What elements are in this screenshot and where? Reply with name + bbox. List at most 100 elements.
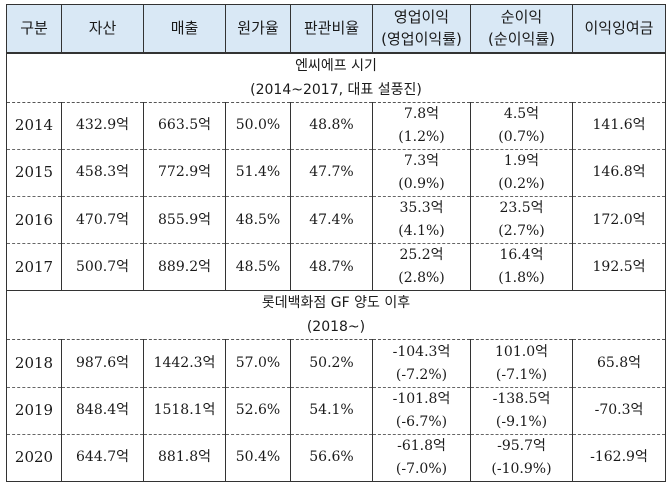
sales-cell: 881.8억: [143, 434, 226, 483]
operating-profit-rate: (1.2%): [398, 128, 445, 145]
operating-profit-rate: (2.8%): [398, 270, 445, 287]
retained-earnings-cell: -162.9억: [572, 434, 666, 483]
header-category: 구분: [6, 4, 62, 54]
sga-ratio-cell: 48.7%: [290, 243, 373, 292]
header-net-profit-label: 순이익: [500, 8, 543, 27]
header-row: 구분 자산 매출 원가율 판관비율 영업이익 (영업이익률) 순이익 (순이익률…: [6, 4, 666, 54]
assets-cell: 432.9억: [61, 102, 144, 150]
header-net-margin-label: (순이익률): [488, 30, 555, 49]
net-profit-value: 4.5억: [503, 105, 540, 122]
section-header-row: 롯데백화점 GF 양도 이후 (2018~): [6, 290, 666, 341]
net-profit-value: 16.4억: [499, 247, 544, 264]
retained-earnings-cell: 192.5억: [572, 243, 666, 292]
table-row: 2020 644.7억 881.8억 50.4% 56.6% -61.8억 (-7.0%) -…: [6, 434, 666, 483]
cost-ratio-cell: 51.4%: [225, 149, 291, 197]
sga-ratio-cell: 56.6%: [290, 434, 373, 483]
sales-cell: 1518.1억: [143, 387, 226, 435]
net-profit-value: 23.5억: [499, 200, 544, 217]
sales-cell: 889.2억: [143, 243, 226, 292]
assets-cell: 987.6억: [61, 339, 144, 388]
net-profit-cell: 16.4억 (1.8%): [470, 243, 573, 292]
header-operating-margin-label: (영업이익률): [381, 30, 462, 49]
operating-profit-cell: -104.3억 (-7.2%): [372, 339, 471, 388]
net-profit-value: 101.0억: [495, 343, 548, 360]
operating-profit-rate: (4.1%): [398, 223, 445, 240]
header-operating-profit-label: 영업이익: [393, 8, 450, 27]
sga-ratio-cell: 50.2%: [290, 339, 373, 388]
section-title: 롯데백화점 GF 양도 이후 (2018~): [6, 290, 666, 341]
retained-earnings-cell: 141.6억: [572, 102, 666, 150]
financial-table: 구분 자산 매출 원가율 판관비율 영업이익 (영업이익률) 순이익 (순이익률…: [6, 4, 666, 483]
sga-ratio-cell: 48.8%: [290, 102, 373, 150]
net-profit-cell: 101.0억 (-7.1%): [470, 339, 573, 388]
operating-profit-rate: (-7.0%): [395, 460, 448, 477]
operating-profit-value: -61.8억: [397, 437, 446, 454]
net-profit-value: -95.7억: [497, 437, 546, 454]
header-net-profit: 순이익 (순이익률): [470, 4, 573, 54]
table-body: 엔씨에프 시기 (2014~2017, 대표 설풍진) 2014 432.9억 663.…: [6, 52, 666, 483]
net-profit-rate: (2.7%): [498, 223, 545, 240]
sga-ratio-cell: 47.7%: [290, 149, 373, 197]
year-cell: 2015: [6, 149, 62, 197]
net-profit-cell: -138.5억 (-9.1%): [470, 387, 573, 435]
operating-profit-value: 7.3억: [403, 152, 440, 169]
year-cell: 2017: [6, 243, 62, 292]
net-profit-cell: 23.5억 (2.7%): [470, 196, 573, 245]
section-title-line2: (2018~): [306, 319, 366, 336]
year-cell: 2019: [6, 387, 62, 435]
retained-earnings-cell: 172.0억: [572, 196, 666, 245]
assets-cell: 848.4억: [61, 387, 144, 435]
sga-ratio-cell: 47.4%: [290, 196, 373, 245]
operating-profit-rate: (-6.7%): [395, 413, 448, 430]
operating-profit-cell: -101.8억 (-6.7%): [372, 387, 471, 435]
cost-ratio-cell: 48.5%: [225, 243, 291, 292]
header-operating-profit: 영업이익 (영업이익률): [372, 4, 471, 54]
sga-ratio-cell: 54.1%: [290, 387, 373, 435]
operating-profit-cell: 35.3억 (4.1%): [372, 196, 471, 245]
operating-profit-value: 35.3억: [399, 200, 444, 217]
sales-cell: 1442.3억: [143, 339, 226, 388]
operating-profit-cell: -61.8억 (-7.0%): [372, 434, 471, 483]
table-row: 2018 987.6억 1442.3억 57.0% 50.2% -104.3억 (-7.2%…: [6, 339, 666, 388]
net-profit-rate: (-9.1%): [495, 413, 548, 430]
net-profit-cell: 4.5억 (0.7%): [470, 102, 573, 150]
table-row: 2017 500.7억 889.2억 48.5% 48.7% 25.2억 (2.8%) 16.…: [6, 243, 666, 292]
header-retained-earnings: 이익잉여금: [572, 4, 666, 54]
operating-profit-rate: (-7.2%): [395, 366, 448, 383]
sales-cell: 772.9억: [143, 149, 226, 197]
year-cell: 2014: [6, 102, 62, 150]
section-title-line1: 엔씨에프 시기: [295, 57, 377, 74]
net-profit-cell: 1.9억 (0.2%): [470, 149, 573, 197]
header-cost-ratio: 원가율: [225, 4, 291, 54]
header-sales: 매출: [143, 4, 226, 54]
table-row: 2019 848.4억 1518.1억 52.6% 54.1% -101.8억 (-6.7%…: [6, 387, 666, 435]
retained-earnings-cell: 146.8억: [572, 149, 666, 197]
section-title-line1: 롯데백화점 GF 양도 이후: [261, 295, 411, 312]
assets-cell: 458.3억: [61, 149, 144, 197]
assets-cell: 500.7억: [61, 243, 144, 292]
assets-cell: 644.7억: [61, 434, 144, 483]
net-profit-rate: (-10.9%): [491, 460, 552, 477]
retained-earnings-cell: -70.3억: [572, 387, 666, 435]
section-header-row: 엔씨에프 시기 (2014~2017, 대표 설풍진): [6, 52, 666, 103]
operating-profit-cell: 25.2억 (2.8%): [372, 243, 471, 292]
cost-ratio-cell: 48.5%: [225, 196, 291, 245]
operating-profit-cell: 7.8억 (1.2%): [372, 102, 471, 150]
section-title-line2: (2014~2017, 대표 설풍진): [250, 81, 422, 98]
assets-cell: 470.7억: [61, 196, 144, 245]
net-profit-cell: -95.7억 (-10.9%): [470, 434, 573, 483]
sales-cell: 663.5억: [143, 102, 226, 150]
net-profit-rate: (0.7%): [498, 128, 545, 145]
table-row: 2016 470.7억 855.9억 48.5% 47.4% 35.3억 (4.1%) 23.…: [6, 196, 666, 245]
cost-ratio-cell: 52.6%: [225, 387, 291, 435]
net-profit-rate: (0.2%): [498, 175, 545, 192]
cost-ratio-cell: 57.0%: [225, 339, 291, 388]
net-profit-rate: (-7.1%): [495, 366, 548, 383]
year-cell: 2018: [6, 339, 62, 388]
operating-profit-value: 25.2억: [399, 247, 444, 264]
table-row: 2014 432.9억 663.5억 50.0% 48.8% 7.8억 (1.2%) 4.5억…: [6, 102, 666, 150]
section-title: 엔씨에프 시기 (2014~2017, 대표 설풍진): [6, 52, 666, 103]
header-sga-ratio: 판관비율: [290, 4, 373, 54]
header-assets: 자산: [61, 4, 144, 54]
net-profit-value: -138.5억: [492, 390, 551, 407]
